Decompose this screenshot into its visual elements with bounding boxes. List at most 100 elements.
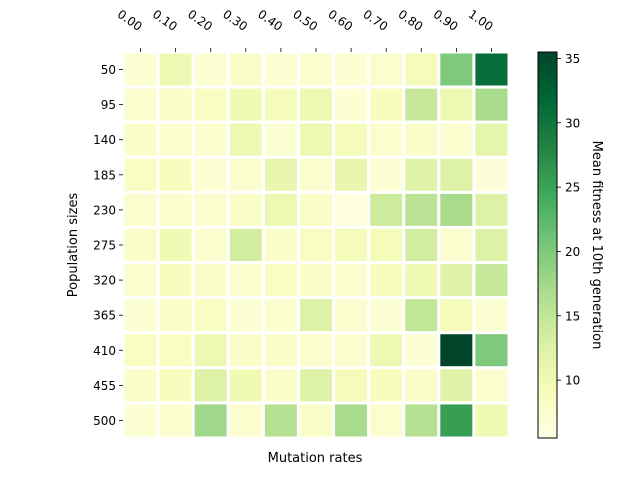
heatmap-cells	[121, 50, 511, 440]
x-tick-label: 0.90	[431, 7, 461, 34]
heatmap-cell	[332, 296, 371, 335]
heatmap-cell	[402, 155, 441, 194]
heatmap-cell	[472, 261, 511, 300]
heatmap-cell	[367, 225, 406, 265]
heatmap-cell	[191, 296, 230, 335]
heatmap-cell	[191, 366, 230, 405]
heatmap-cell	[402, 331, 441, 370]
heatmap-cell	[332, 155, 371, 194]
heatmap-cell	[437, 155, 476, 194]
heatmap-cell	[472, 296, 511, 335]
x-tick-label: 0.80	[396, 7, 426, 34]
heatmap-cell	[191, 120, 230, 159]
x-tick-label: 0.70	[360, 7, 390, 34]
y-tick-label: 50	[101, 63, 116, 77]
heatmap-cell	[402, 401, 441, 440]
heatmap-cell	[472, 190, 511, 229]
heatmap-cell	[121, 225, 160, 265]
heatmap-cell	[472, 366, 511, 405]
heatmap-cell	[261, 225, 300, 265]
heatmap-cell	[226, 261, 265, 300]
heatmap-cell	[191, 50, 230, 89]
heatmap-cell	[121, 190, 160, 229]
colorbar-tick-label: 10	[565, 374, 580, 388]
y-tick-label: 320	[93, 274, 116, 288]
x-tick-label: 0.00	[115, 7, 145, 34]
x-tick-label: 0.40	[255, 7, 285, 34]
heatmap-cell	[156, 120, 195, 159]
heatmap-cell	[156, 401, 195, 440]
y-tick-label: 230	[93, 203, 116, 217]
x-tick-label: 0.10	[150, 7, 180, 34]
x-axis-ticks: 0.00 0.10 0.20 0.30 0.40 0.50 0.60 0.70 0.80 0.90…	[115, 7, 496, 52]
y-axis-label: Population sizes	[66, 193, 81, 298]
heatmap-cell	[402, 85, 441, 124]
heatmap-cell	[261, 366, 300, 405]
heatmap-cell	[472, 85, 511, 124]
heatmap-cell	[367, 331, 406, 370]
heatmap-cell	[332, 401, 371, 440]
heatmap-cell	[332, 225, 371, 265]
heatmap-cell	[191, 331, 230, 370]
heatmap-cell	[332, 120, 371, 159]
heatmap-cell	[367, 190, 406, 229]
y-tick-label: 95	[101, 98, 116, 112]
heatmap-cell	[332, 50, 371, 89]
heatmap-cell	[402, 366, 441, 405]
heatmap-cell	[121, 401, 160, 440]
heatmap-cell	[226, 85, 265, 124]
heatmap-cell	[296, 50, 336, 89]
heatmap-cell	[156, 190, 195, 229]
heatmap-cell	[296, 190, 336, 229]
heatmap-cell	[121, 366, 160, 405]
colorbar-label: Mean fitness at 10th generation	[589, 141, 604, 350]
heatmap-cell	[226, 296, 265, 335]
colorbar-ticks: 10 15 20 25 30 35	[557, 52, 580, 388]
heatmap-cell	[437, 331, 476, 370]
heatmap-cell	[472, 120, 511, 159]
heatmap-cell	[226, 155, 265, 194]
heatmap-cell	[121, 85, 160, 124]
heatmap-cell	[156, 261, 195, 300]
heatmap-cell	[226, 50, 265, 89]
heatmap-cell	[156, 155, 195, 194]
colorbar-tick-label: 35	[565, 52, 580, 66]
heatmap-cell	[367, 366, 406, 405]
heatmap-cell	[156, 85, 195, 124]
heatmap-cell	[121, 120, 160, 159]
y-tick-label: 185	[93, 168, 116, 182]
colorbar-tick-label: 20	[565, 245, 580, 259]
heatmap-cell	[121, 296, 160, 335]
heatmap-cell	[261, 120, 300, 159]
heatmap-cell	[332, 190, 371, 229]
heatmap-cell	[156, 331, 195, 370]
x-tick-label: 0.60	[325, 7, 355, 34]
heatmap-cell	[261, 296, 300, 335]
heatmap-cell	[121, 261, 160, 300]
heatmap-cell	[226, 120, 265, 159]
heatmap-cell	[402, 120, 441, 159]
heatmap-cell	[367, 261, 406, 300]
heatmap-cell	[296, 366, 336, 405]
y-tick-label: 140	[93, 133, 116, 147]
x-tick-label: 0.30	[220, 7, 250, 34]
heatmap-cell	[296, 225, 336, 265]
heatmap-cell	[437, 261, 476, 300]
heatmap-cell	[437, 225, 476, 265]
heatmap-cell	[472, 155, 511, 194]
heatmap-cell	[437, 190, 476, 229]
heatmap-cell	[156, 225, 195, 265]
heatmap-cell	[437, 120, 476, 159]
x-tick-label: 0.20	[185, 7, 215, 34]
heatmap-cell	[296, 120, 336, 159]
heatmap-cell	[402, 261, 441, 300]
heatmap-cell	[296, 296, 336, 335]
heatmap-cell	[332, 85, 371, 124]
heatmap-cell	[437, 366, 476, 405]
heatmap-cell	[472, 50, 511, 89]
heatmap-cell	[296, 155, 336, 194]
heatmap-cell	[332, 366, 371, 405]
heatmap-cell	[437, 50, 476, 89]
y-axis-ticks: 50 95 140 185 230 275 320 365 410 455 500	[93, 63, 123, 428]
